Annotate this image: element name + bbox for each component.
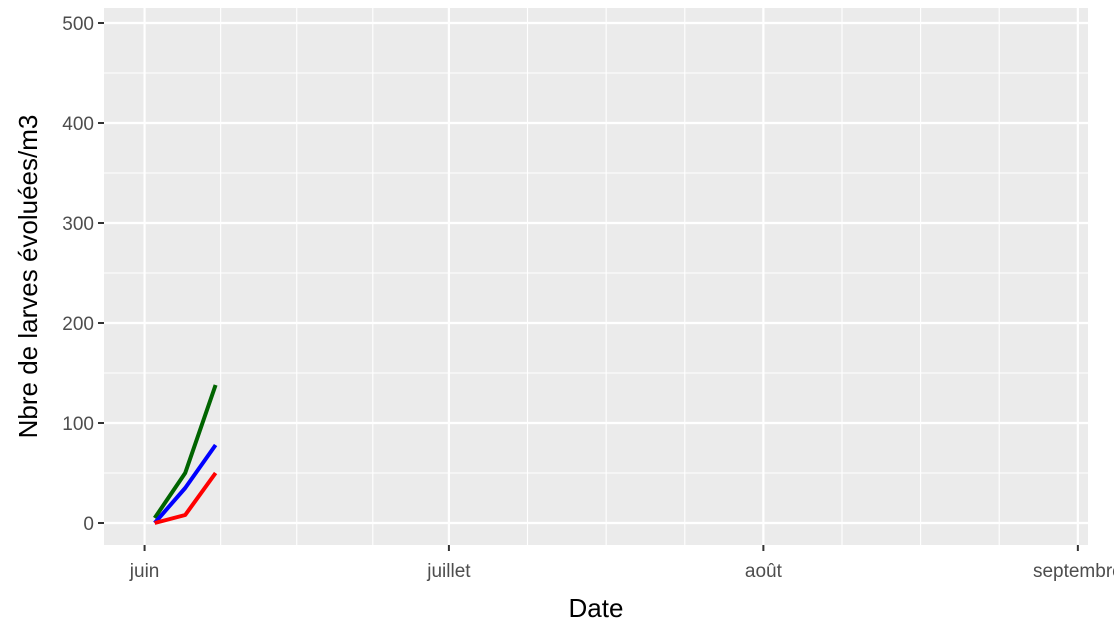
y-axis-title: Nbre de larves évoluées/m3 <box>13 115 43 439</box>
x-tick-labels: juin juillet août septembre <box>129 561 1114 582</box>
y-tick-label: 300 <box>62 214 94 235</box>
x-tick-label: juillet <box>426 561 471 582</box>
x-tick-label: septembre <box>1033 561 1114 582</box>
minor-gridlines <box>104 8 1088 545</box>
y-tick-label: 0 <box>83 514 94 535</box>
series-line-2 <box>153 443 218 525</box>
x-tick-label: juin <box>129 561 160 582</box>
x-axis-title: Date <box>569 593 624 623</box>
series-lines <box>153 384 218 525</box>
y-tick-label: 200 <box>62 314 94 335</box>
axis-ticks <box>98 22 1079 551</box>
y-tick-label: 500 <box>62 14 94 35</box>
y-tick-label: 400 <box>62 114 94 135</box>
y-tick-label: 100 <box>62 414 94 435</box>
series-line-1 <box>153 384 218 520</box>
series-line-3 <box>154 471 218 525</box>
x-tick-label: août <box>745 561 783 582</box>
y-tick-labels: 0 100 200 300 400 500 <box>62 14 94 535</box>
plot-panel <box>104 8 1088 545</box>
major-gridlines <box>104 8 1088 545</box>
